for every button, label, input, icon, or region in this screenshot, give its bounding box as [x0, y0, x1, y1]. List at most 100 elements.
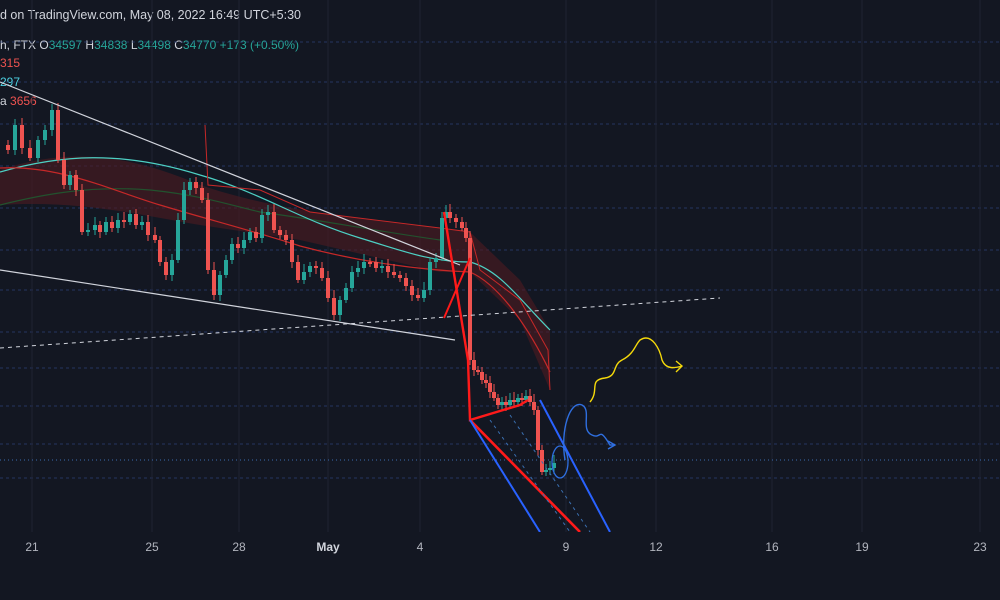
candle-body-31 — [194, 182, 198, 188]
candle-body-72 — [440, 218, 444, 258]
candle-body-45 — [278, 230, 282, 235]
candle-body-94 — [532, 402, 536, 410]
yellow-arrow-head — [675, 360, 684, 373]
candle-body-56 — [344, 288, 348, 300]
candle-body-12 — [80, 190, 84, 232]
candle-body-75 — [454, 218, 458, 222]
candle-body-35 — [218, 275, 222, 295]
candle-body-5 — [36, 140, 40, 158]
candle-body-77 — [464, 228, 468, 238]
candle-body-58 — [356, 268, 360, 272]
candle-body-24 — [153, 235, 157, 240]
candle-body-10 — [68, 175, 72, 185]
bottom-toolbar — [0, 560, 1000, 600]
indicator-3-label: a — [0, 94, 7, 108]
candle-body-46 — [284, 235, 288, 240]
yellow-projection-path — [589, 337, 683, 403]
candle-body-66 — [404, 278, 408, 286]
candle-body-18 — [116, 220, 120, 228]
red-ma-line — [0, 167, 551, 373]
time-axis[interactable]: 21 25 28 May 4 9 12 16 19 23 — [0, 532, 1000, 560]
candle-body-51 — [314, 266, 318, 268]
dashed-support-line — [0, 297, 721, 349]
x-tick-4: 4 — [416, 540, 424, 554]
x-tick-6: 12 — [649, 540, 663, 554]
candle-body-87 — [504, 402, 508, 405]
open-label: O — [39, 38, 49, 52]
candle-body-67 — [410, 286, 414, 295]
candle-body-41 — [254, 232, 258, 238]
candle-body-69 — [422, 290, 426, 298]
candle-body-59 — [362, 262, 366, 268]
candle-body-29 — [182, 190, 186, 220]
candle-body-20 — [128, 214, 132, 222]
candle-body-13 — [86, 230, 90, 232]
x-tick-2: 28 — [232, 540, 246, 554]
candle-body-27 — [170, 260, 174, 275]
candle-body-30 — [188, 182, 192, 190]
indicator-1-value: 315 — [0, 56, 21, 70]
chart-area[interactable] — [0, 0, 1000, 532]
x-tick-9: 23 — [973, 540, 987, 554]
candle-body-16 — [104, 222, 108, 232]
candle-body-26 — [164, 262, 168, 275]
indicator-row-3: a 3656 — [0, 94, 37, 108]
moving-averages — [0, 124, 551, 391]
candle-body-68 — [416, 295, 420, 298]
blue-arrow-head — [607, 440, 617, 450]
candle-body-73 — [444, 212, 448, 218]
candle-body-62 — [380, 266, 384, 268]
candle-body-1 — [6, 145, 10, 150]
candles — [6, 103, 556, 476]
candle-body-47 — [290, 240, 294, 262]
candle-body-42 — [260, 215, 264, 238]
candle-body-80 — [476, 370, 480, 372]
candle-body-52 — [320, 268, 324, 278]
channel-midline-2 — [509, 414, 591, 532]
red-upswing — [443, 257, 471, 319]
blue-channel-lower — [469, 419, 541, 532]
x-tick-5: 9 — [562, 540, 570, 554]
candle-body-92 — [524, 396, 528, 400]
ichimoku-cloud — [0, 156, 550, 390]
channel-midline-1 — [489, 419, 571, 532]
candle-body-85 — [496, 398, 500, 405]
x-tick-8: 19 — [855, 540, 869, 554]
candle-body-55 — [338, 300, 342, 315]
cloud-area — [0, 156, 550, 390]
candle-body-83 — [488, 383, 492, 392]
candle-body-65 — [398, 275, 402, 278]
candle-body-19 — [122, 220, 126, 222]
candle-body-11 — [74, 175, 78, 190]
indicator-row-1: 315 — [0, 56, 20, 70]
high-label: H — [85, 38, 95, 52]
candle-body-15 — [98, 225, 102, 232]
candle-body-79 — [472, 360, 476, 370]
blue-circle-marker — [551, 445, 569, 479]
candle-body-9 — [62, 160, 66, 185]
cloud-lower-edge — [0, 188, 441, 241]
candle-body-33 — [206, 200, 210, 270]
candle-body-99 — [552, 463, 556, 468]
candle-body-90 — [516, 398, 520, 402]
candle-body-60 — [368, 262, 372, 264]
candle-body-2 — [13, 125, 17, 150]
candle-body-71 — [434, 258, 438, 262]
candle-body-39 — [242, 240, 246, 248]
candle-body-23 — [146, 222, 150, 235]
candle-body-53 — [326, 278, 330, 298]
candle-body-78 — [468, 238, 472, 360]
indicator-3-value: 3656 — [10, 94, 37, 108]
candle-body-86 — [500, 402, 504, 405]
candle-body-57 — [350, 272, 354, 288]
upper-trendline — [0, 81, 461, 266]
candle-body-7 — [50, 110, 54, 130]
candle-body-61 — [374, 262, 378, 268]
indicator-2-value: 297 — [0, 75, 21, 89]
candle-body-8 — [56, 110, 60, 160]
candle-body-93 — [528, 396, 532, 402]
candle-body-6 — [43, 130, 47, 140]
drawings — [0, 81, 721, 532]
tradingview-banner: d on TradingView.com, May 08, 2022 16:49… — [0, 8, 301, 22]
x-tick-1: 25 — [145, 540, 159, 554]
